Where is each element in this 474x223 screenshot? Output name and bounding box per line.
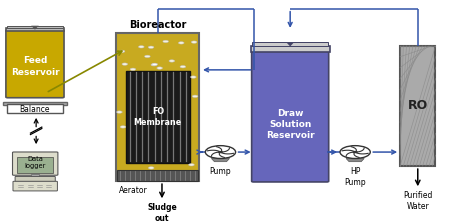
Circle shape — [169, 60, 174, 62]
Circle shape — [178, 42, 184, 44]
Text: RO: RO — [408, 99, 428, 112]
Circle shape — [180, 66, 186, 68]
Circle shape — [157, 67, 163, 69]
Text: Bioreactor: Bioreactor — [129, 20, 187, 30]
Circle shape — [138, 46, 144, 48]
Circle shape — [120, 126, 126, 128]
Circle shape — [189, 164, 194, 166]
Bar — [31, 174, 39, 177]
Bar — [7, 26, 63, 28]
Circle shape — [191, 41, 197, 43]
Circle shape — [353, 151, 358, 153]
Bar — [118, 170, 198, 181]
Text: Pump: Pump — [210, 167, 231, 176]
Text: Draw
Solution
Reservoir: Draw Solution Reservoir — [266, 109, 314, 140]
FancyBboxPatch shape — [12, 152, 58, 175]
Text: Aerator: Aerator — [119, 186, 147, 194]
Bar — [251, 46, 330, 52]
Text: Feed
Reservoir: Feed Reservoir — [10, 56, 59, 76]
Polygon shape — [286, 42, 294, 46]
Text: Sludge
out: Sludge out — [147, 203, 177, 223]
Bar — [6, 28, 64, 31]
Polygon shape — [211, 159, 229, 162]
Text: HP
Pump: HP Pump — [344, 167, 366, 186]
FancyBboxPatch shape — [7, 104, 63, 113]
Bar — [252, 42, 328, 46]
FancyBboxPatch shape — [6, 30, 64, 98]
Text: Purified
Water: Purified Water — [403, 191, 432, 211]
Polygon shape — [31, 26, 39, 30]
FancyBboxPatch shape — [13, 181, 57, 191]
Circle shape — [191, 76, 196, 78]
FancyBboxPatch shape — [15, 176, 55, 182]
Circle shape — [117, 111, 122, 113]
Circle shape — [205, 146, 236, 159]
Circle shape — [340, 146, 370, 159]
Circle shape — [192, 95, 198, 97]
Polygon shape — [346, 159, 364, 162]
Text: Balance: Balance — [20, 105, 50, 114]
FancyBboxPatch shape — [252, 51, 328, 182]
Bar — [3, 102, 67, 105]
Bar — [126, 71, 190, 163]
Bar — [400, 46, 436, 166]
Text: FO
Membrane: FO Membrane — [134, 107, 182, 127]
Circle shape — [119, 50, 125, 53]
Circle shape — [148, 46, 154, 48]
Circle shape — [145, 55, 150, 58]
Circle shape — [218, 151, 223, 153]
Circle shape — [152, 63, 157, 66]
Circle shape — [163, 40, 169, 43]
Circle shape — [148, 167, 154, 169]
Bar — [18, 157, 53, 173]
Circle shape — [130, 68, 136, 70]
Circle shape — [122, 63, 128, 65]
Circle shape — [151, 64, 156, 66]
Bar — [117, 33, 199, 181]
Text: Data
logger: Data logger — [25, 156, 46, 169]
